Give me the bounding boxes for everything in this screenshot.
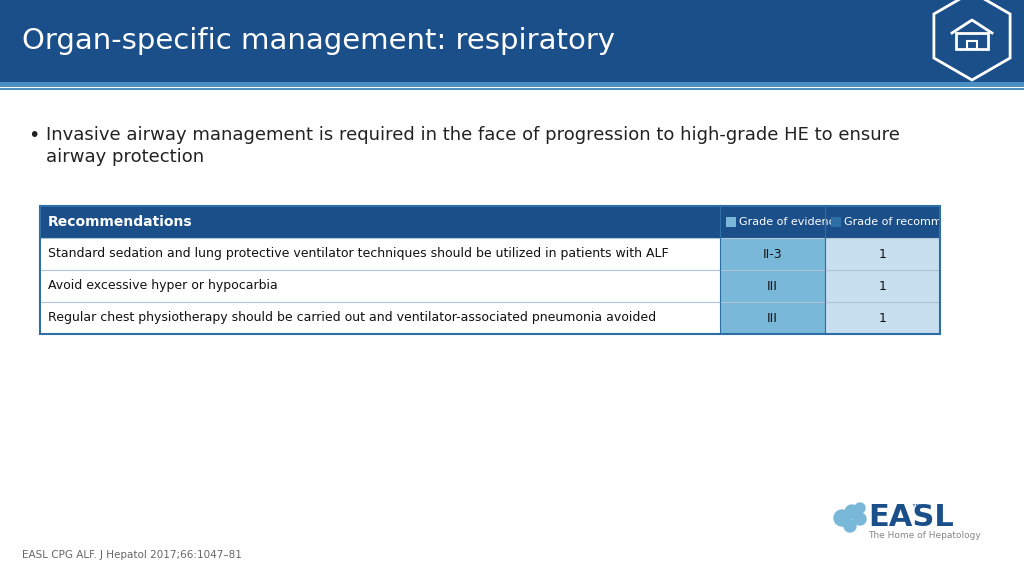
Text: III: III xyxy=(767,312,778,324)
FancyBboxPatch shape xyxy=(40,302,720,334)
Text: II-3: II-3 xyxy=(763,248,782,260)
Text: ™: ™ xyxy=(910,504,922,514)
Text: airway protection: airway protection xyxy=(46,148,204,166)
Text: Standard sedation and lung protective ventilator techniques should be utilized i: Standard sedation and lung protective ve… xyxy=(48,248,669,260)
Text: Recommendations: Recommendations xyxy=(48,215,193,229)
Circle shape xyxy=(845,505,859,519)
Text: 1: 1 xyxy=(879,248,887,260)
FancyBboxPatch shape xyxy=(825,270,940,302)
Circle shape xyxy=(844,520,856,532)
Circle shape xyxy=(855,503,865,513)
Text: 1: 1 xyxy=(879,312,887,324)
FancyBboxPatch shape xyxy=(720,302,825,334)
Text: III: III xyxy=(767,279,778,293)
FancyBboxPatch shape xyxy=(0,88,1024,90)
FancyBboxPatch shape xyxy=(825,238,940,270)
FancyBboxPatch shape xyxy=(0,82,1024,87)
Text: Grade of evidence: Grade of evidence xyxy=(739,217,842,227)
Text: Invasive airway management is required in the face of progression to high-grade : Invasive airway management is required i… xyxy=(46,126,900,144)
FancyBboxPatch shape xyxy=(726,217,736,227)
Text: Regular chest physiotherapy should be carried out and ventilator-associated pneu: Regular chest physiotherapy should be ca… xyxy=(48,312,656,324)
FancyBboxPatch shape xyxy=(720,270,825,302)
Circle shape xyxy=(854,513,866,525)
Text: Grade of recommendation: Grade of recommendation xyxy=(844,217,991,227)
Text: Avoid excessive hyper or hypocarbia: Avoid excessive hyper or hypocarbia xyxy=(48,279,278,293)
FancyBboxPatch shape xyxy=(40,206,940,238)
Text: EASL: EASL xyxy=(868,502,953,532)
Circle shape xyxy=(834,510,850,526)
Text: The Home of Hepatology: The Home of Hepatology xyxy=(868,531,981,540)
FancyBboxPatch shape xyxy=(40,238,720,270)
FancyBboxPatch shape xyxy=(825,302,940,334)
Polygon shape xyxy=(934,0,1010,80)
FancyBboxPatch shape xyxy=(40,270,720,302)
Text: EASL CPG ALF. J Hepatol 2017;66:1047–81: EASL CPG ALF. J Hepatol 2017;66:1047–81 xyxy=(22,550,242,560)
Text: •: • xyxy=(28,126,39,145)
FancyBboxPatch shape xyxy=(0,0,1024,82)
FancyBboxPatch shape xyxy=(720,238,825,270)
FancyBboxPatch shape xyxy=(831,217,841,227)
Text: Organ-specific management: respiratory: Organ-specific management: respiratory xyxy=(22,27,615,55)
Text: 1: 1 xyxy=(879,279,887,293)
